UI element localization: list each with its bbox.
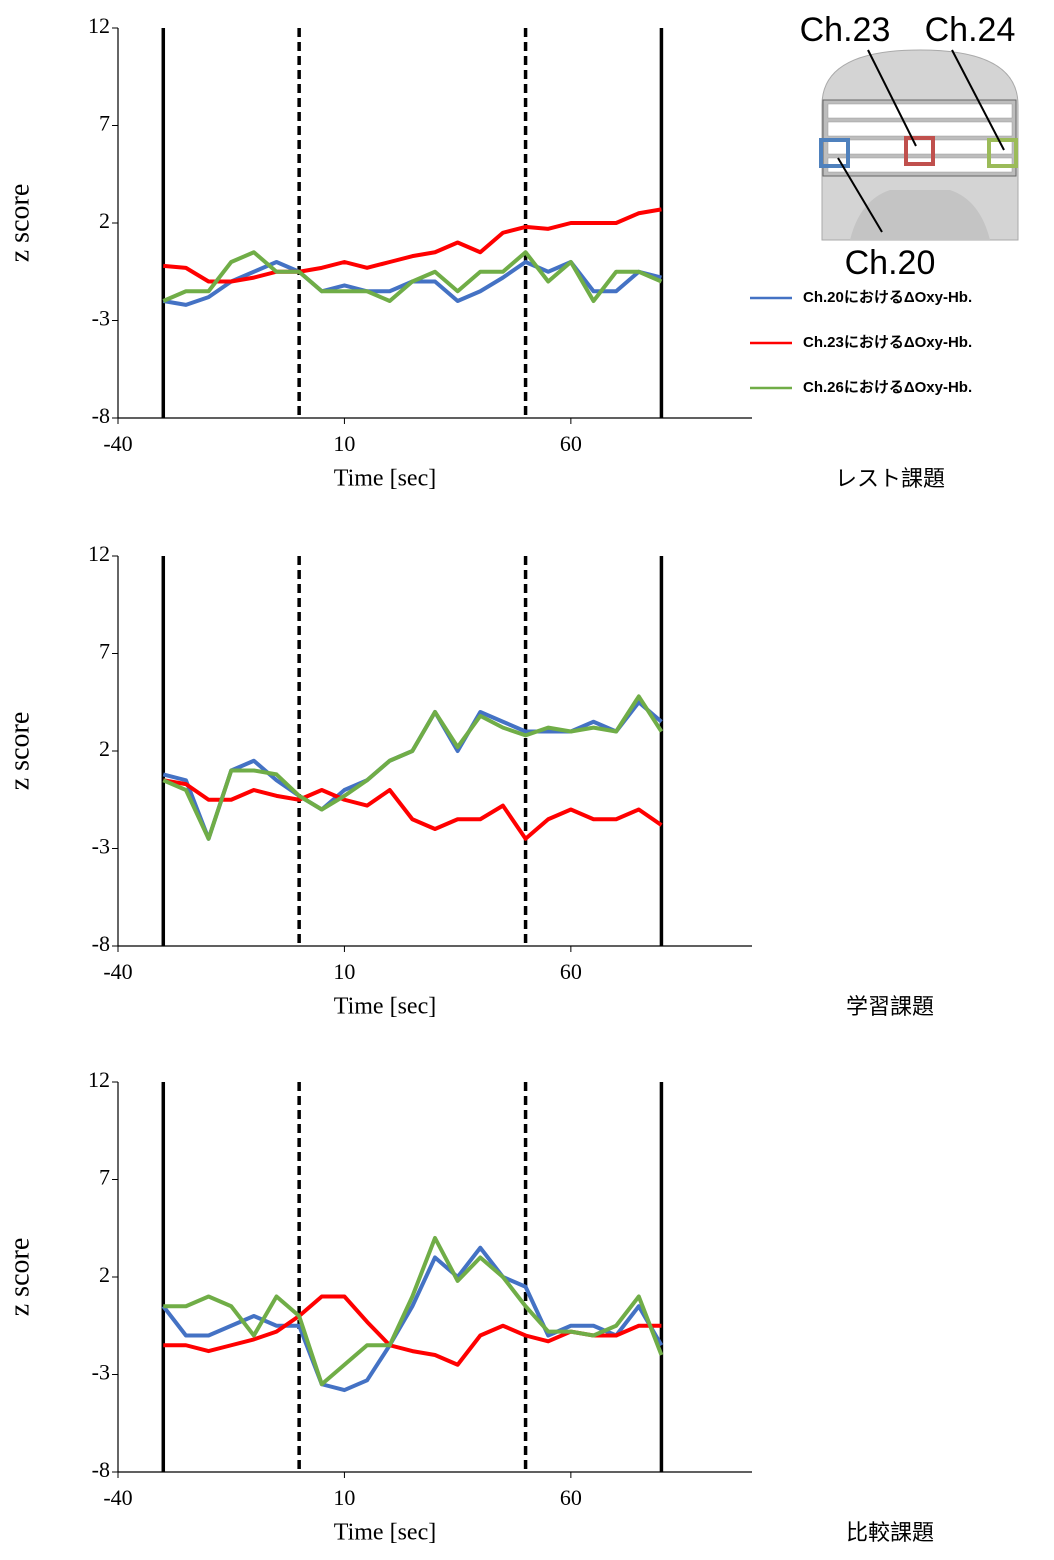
x-tick-label: -40	[103, 1485, 132, 1510]
y-tick-label: 2	[99, 1262, 110, 1287]
y-tick-label: -8	[92, 403, 110, 428]
y-tick-label: -3	[92, 834, 110, 859]
y-tick-label: 7	[99, 1165, 110, 1190]
x-tick-label: 10	[333, 1485, 355, 1510]
annotation: Ch.20	[845, 244, 936, 282]
x-axis-label: Time [sec]	[334, 1520, 436, 1546]
y-tick-label: 12	[88, 13, 110, 38]
x-tick-label: 10	[333, 431, 355, 456]
data-line	[162, 694, 664, 841]
face	[850, 190, 990, 240]
legend-label: Ch.20におけるΔOxy-Hb.	[803, 289, 972, 306]
y-tick-label: 2	[99, 208, 110, 233]
head-diagram	[819, 49, 1019, 241]
y-axis-label: z score	[4, 712, 35, 791]
y-tick-label: -8	[92, 931, 110, 956]
y-axis-label: z score	[4, 184, 35, 263]
probe-cells	[827, 103, 1013, 173]
x-tick-label: -40	[103, 959, 132, 984]
ch24-box	[987, 138, 1018, 168]
x-tick-label: 60	[560, 959, 582, 984]
x-tick-label: -40	[103, 431, 132, 456]
ch20-box	[819, 138, 850, 168]
y-tick-label: -8	[92, 1457, 110, 1482]
caption: 学習課題	[846, 995, 934, 1020]
data-line	[163, 1236, 664, 1387]
y-tick-label: 12	[88, 1067, 110, 1092]
x-axis-label: Time [sec]	[334, 466, 436, 492]
caption: レスト課題	[835, 467, 945, 492]
data-line	[163, 207, 662, 284]
y-tick-label: -3	[92, 1360, 110, 1385]
legend-label: Ch.26におけるΔOxy-Hb.	[803, 379, 972, 396]
arrow	[837, 157, 883, 233]
y-tick-label: 7	[99, 111, 110, 136]
annotation: Ch.24	[925, 11, 1016, 49]
y-tick-label: 7	[99, 639, 110, 664]
data-line	[161, 1245, 664, 1393]
y-tick-label: -3	[92, 306, 110, 331]
x-tick-label: 60	[560, 431, 582, 456]
data-line	[162, 250, 663, 303]
arrow	[951, 49, 1005, 151]
x-axis-label: Time [sec]	[334, 994, 436, 1020]
x-tick-label: 10	[333, 959, 355, 984]
legend-label: Ch.23におけるΔOxy-Hb.	[803, 334, 972, 351]
y-tick-label: 12	[88, 541, 110, 566]
annotation: Ch.23	[800, 11, 891, 49]
caption: 比較課題	[846, 1521, 934, 1546]
x-tick-label: 60	[560, 1485, 582, 1510]
data-line	[162, 778, 663, 841]
ch23-box	[904, 136, 935, 166]
y-tick-label: 2	[99, 736, 110, 761]
arrow	[867, 49, 917, 147]
y-axis-label: z score	[4, 1238, 35, 1317]
